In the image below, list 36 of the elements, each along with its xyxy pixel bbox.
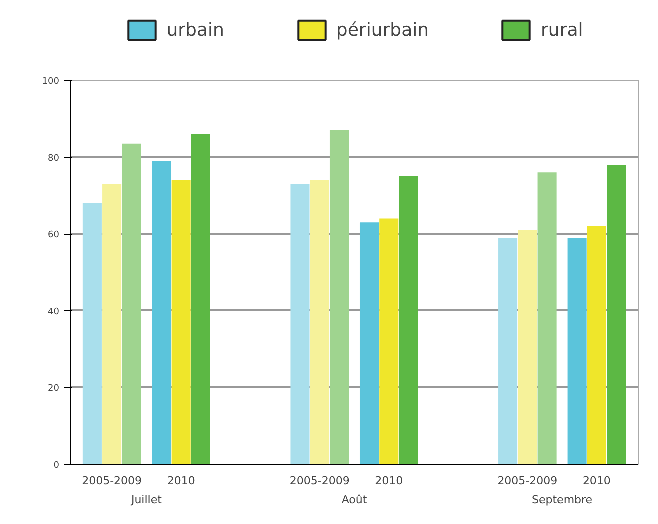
x-tick-label: 2010 — [375, 474, 404, 488]
bar — [380, 218, 399, 464]
bar — [152, 161, 172, 464]
legend-label: rural — [541, 20, 584, 40]
bar — [518, 230, 538, 464]
x-tick-label: 2010 — [167, 474, 196, 488]
x-tick-label: 2005-2009 — [498, 474, 558, 488]
x-tick-label: 2005-2009 — [290, 474, 350, 488]
legend-label: périurbain — [336, 20, 430, 40]
y-tick-label: 100 — [42, 77, 60, 87]
y-tick-label: 60 — [48, 230, 60, 241]
bar — [498, 238, 518, 464]
bar — [538, 172, 557, 464]
bar — [310, 180, 330, 464]
x-tick-label: 2010 — [582, 474, 611, 488]
y-tick-label: 40 — [48, 307, 60, 318]
y-tick-label: 80 — [48, 154, 60, 164]
bar — [360, 222, 380, 464]
bar — [587, 226, 606, 464]
bar — [399, 176, 418, 464]
bar — [122, 144, 142, 464]
bar — [607, 164, 626, 464]
x-tick-label: 2005-2009 — [82, 474, 142, 488]
text: Août — [342, 494, 368, 506]
text: Septembre — [532, 494, 593, 506]
bar — [330, 130, 350, 464]
legend-label: urbain — [166, 20, 224, 40]
bar — [102, 184, 122, 464]
bar — [172, 180, 191, 464]
text: Juillet — [130, 494, 163, 506]
bar — [191, 134, 210, 464]
y-tick-label: 20 — [48, 384, 60, 394]
bar — [82, 203, 102, 464]
y-tick-label: 0 — [54, 461, 60, 471]
bar — [290, 184, 310, 464]
bar — [568, 238, 587, 464]
